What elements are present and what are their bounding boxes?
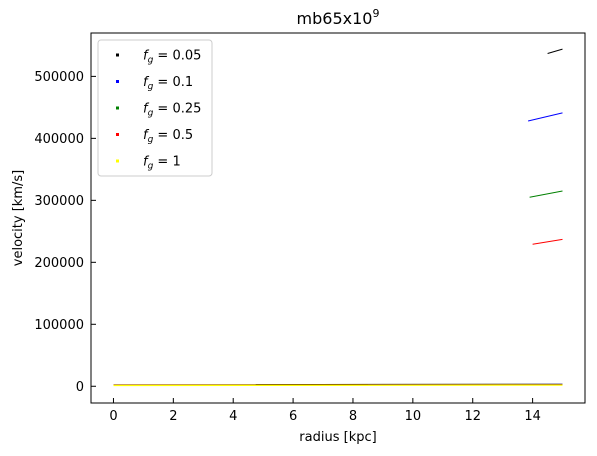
y-tick-label: 100000: [34, 318, 84, 333]
series-1-upper-points: [527, 112, 563, 122]
y-tick-label: 200000: [34, 256, 84, 271]
x-tick-label: 12: [464, 409, 481, 424]
y-tick-label: 0: [76, 380, 84, 395]
series-2-upper-points: [529, 190, 563, 198]
chart-title: mb65x109: [297, 7, 380, 28]
legend-marker: [116, 106, 119, 110]
chart-title-superscript: 9: [372, 7, 379, 20]
y-axis: 0 100000 200000 300000 400000 500000: [34, 70, 96, 395]
x-tick-label: 14: [524, 409, 541, 424]
legend-marker: [116, 80, 119, 83]
y-tick-label: 300000: [34, 194, 84, 209]
legend: fg = 0.05 fg = 0.1 fg = 0.25 fg = 0.5 fg = 1: [97, 39, 213, 177]
y-axis-label: velocity [km/s]: [11, 170, 26, 266]
x-tick-label: 2: [169, 409, 177, 424]
y-tick-label: 500000: [34, 70, 84, 85]
x-tick-label: 4: [229, 409, 237, 424]
x-tick-label: 10: [405, 409, 422, 424]
legend-marker: [116, 133, 119, 136]
x-axis: 0 2 4 6 8 10 12 14: [109, 398, 541, 424]
legend-marker: [116, 159, 119, 163]
x-tick-label: 8: [349, 409, 357, 424]
legend-label: fg = 0.25: [143, 102, 201, 119]
plot-area: [113, 48, 563, 387]
axes-frame: [90, 32, 586, 404]
legend-label: fg = 1: [143, 155, 181, 172]
legend-label: fg = 0.1: [143, 75, 193, 92]
legend-label: fg = 0.05: [143, 49, 201, 66]
series-3-upper-points: [532, 238, 563, 245]
y-tick-label: 400000: [34, 132, 84, 147]
x-tick-label: 0: [109, 409, 117, 424]
legend-box: [97, 39, 213, 177]
legend-label: fg = 0.5: [143, 128, 193, 145]
legend-marker: [116, 53, 119, 57]
x-axis-label: radius [kpc]: [299, 430, 376, 445]
series-0-upper-points: [547, 48, 563, 54]
chart-title-main: mb65x10: [297, 9, 373, 28]
x-tick-label: 6: [289, 409, 297, 424]
